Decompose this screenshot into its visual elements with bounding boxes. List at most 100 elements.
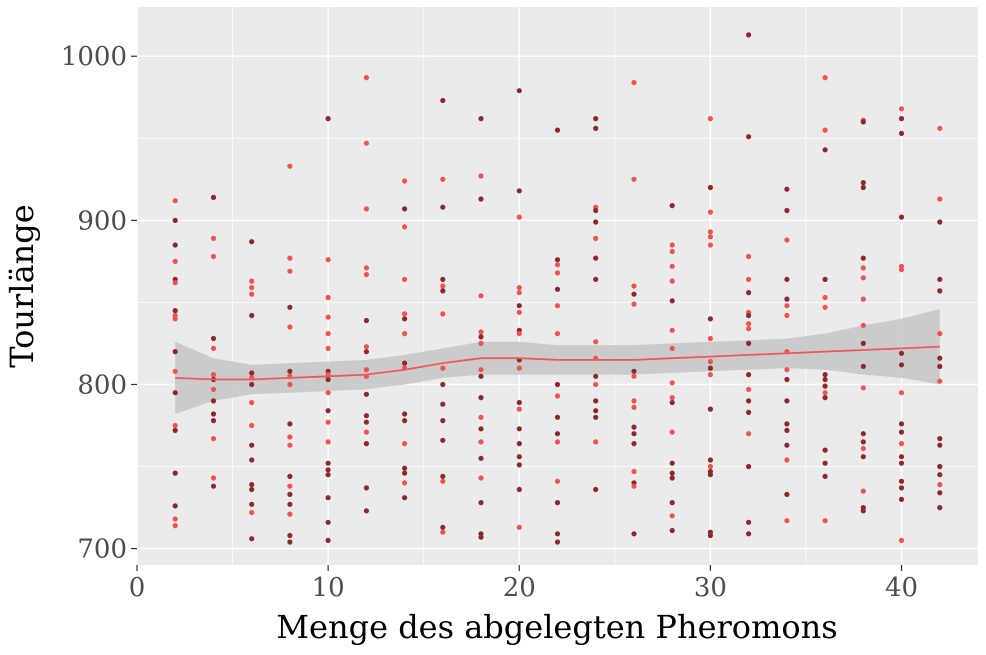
data-point [631, 283, 637, 289]
data-point [631, 291, 637, 297]
data-point [746, 253, 752, 260]
data-point [287, 268, 293, 274]
data-point [363, 413, 369, 419]
data-point [516, 214, 522, 220]
data-point [210, 194, 217, 200]
data-point [746, 463, 752, 470]
data-point [593, 219, 599, 225]
data-point [898, 441, 905, 447]
data-point [325, 537, 331, 544]
data-point [822, 460, 828, 466]
data-point [325, 519, 331, 525]
data-point [669, 327, 675, 333]
data-point [822, 372, 828, 378]
data-point [440, 381, 446, 388]
data-point [860, 439, 866, 445]
data-point [325, 419, 331, 425]
data-point [822, 447, 828, 453]
data-point [937, 490, 943, 496]
data-point [440, 204, 446, 210]
data-point [402, 360, 408, 366]
data-point [746, 134, 752, 140]
data-point [516, 462, 522, 468]
data-point [554, 286, 561, 292]
data-point [402, 178, 408, 184]
data-point [669, 242, 675, 248]
data-point [287, 532, 293, 539]
data-point [631, 424, 637, 430]
data-point [210, 411, 217, 417]
confidence-band [175, 309, 940, 414]
data-point [593, 125, 599, 131]
data-point [631, 79, 637, 86]
data-point [363, 317, 369, 324]
data-point [210, 418, 217, 424]
data-point [860, 363, 866, 369]
data-point [363, 391, 369, 397]
data-point [363, 344, 369, 350]
data-point [516, 88, 522, 94]
data-point [898, 454, 905, 460]
data-point [631, 404, 637, 410]
data-point [325, 408, 331, 414]
data-point [516, 406, 522, 412]
data-point [631, 301, 637, 307]
data-point [784, 207, 790, 214]
data-point [937, 363, 943, 369]
data-point [746, 398, 752, 404]
data-point [669, 345, 675, 351]
data-point [593, 339, 599, 345]
data-point [287, 368, 293, 374]
data-point [516, 303, 522, 309]
data-point [287, 442, 293, 448]
data-point [707, 365, 714, 371]
data-point [784, 398, 790, 404]
data-point [937, 331, 943, 337]
data-point [478, 329, 484, 335]
data-point [172, 308, 178, 314]
data-point [784, 303, 790, 309]
data-point [898, 130, 905, 136]
data-point [363, 429, 369, 435]
data-point [210, 398, 217, 404]
data-point [402, 465, 408, 471]
data-point [516, 285, 522, 291]
data-point [440, 365, 446, 371]
data-point [172, 242, 178, 248]
data-point [402, 480, 408, 486]
data-point [707, 184, 714, 191]
data-point [172, 503, 178, 509]
data-point [478, 414, 484, 420]
data-point [669, 527, 675, 534]
data-point [784, 237, 790, 243]
data-point [707, 209, 714, 215]
data-point [325, 495, 331, 501]
data-point [325, 314, 331, 320]
data-point [669, 500, 675, 506]
data-point [822, 376, 828, 383]
data-point [669, 429, 675, 435]
data-point [210, 475, 217, 481]
data-point [363, 419, 369, 425]
data-point [287, 501, 293, 507]
data-point [210, 436, 217, 442]
data-point [478, 455, 484, 461]
data-point [631, 431, 637, 437]
data-point [287, 511, 293, 517]
data-point [784, 457, 790, 463]
data-point [746, 312, 752, 319]
data-point [478, 367, 484, 373]
data-point [860, 296, 866, 302]
data-point [669, 203, 675, 209]
data-point [440, 418, 446, 424]
data-point [860, 488, 866, 494]
data-point [822, 127, 828, 133]
data-point [937, 196, 943, 202]
data-point [746, 326, 752, 332]
data-point [440, 437, 446, 443]
data-point [325, 472, 331, 478]
data-point [172, 523, 178, 529]
data-point [363, 271, 369, 278]
data-point [249, 442, 255, 448]
data-point [669, 470, 675, 476]
